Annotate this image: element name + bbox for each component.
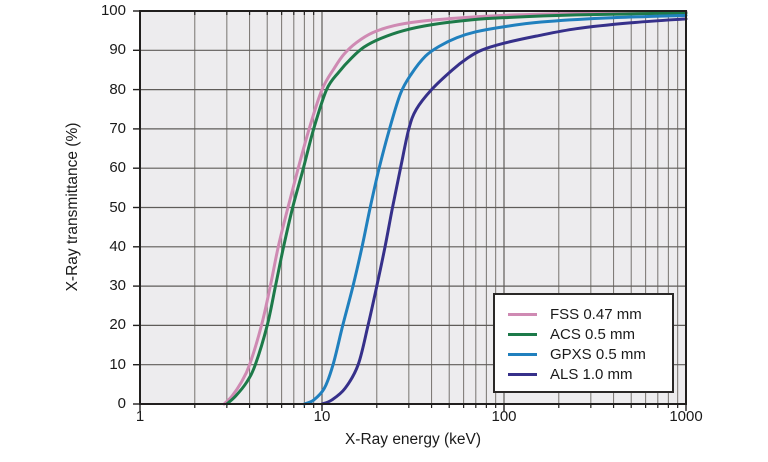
plot-border (139, 10, 687, 405)
series-line-gpxs-0-5-mm (302, 13, 688, 406)
series-line-acs-0-5-mm (225, 11, 688, 406)
y-tick-label: 0 (117, 395, 126, 412)
legend-label: GPXS 0.5 mm (550, 346, 646, 364)
y-tick-label: 40 (109, 237, 126, 255)
legend-item-fss-0-47-mm: FSS 0.47 mm (508, 304, 666, 324)
x-tick-label: 100 (491, 408, 517, 425)
x-axis-title: X-Ray energy (keV) (344, 431, 482, 448)
y-tick-label: 70 (109, 119, 126, 137)
series-group (222, 10, 688, 406)
legend: FSS 0.47 mm ACS 0.5 mm GPXS 0.5 mm ALS 1.0 … (493, 293, 674, 393)
legend-label: ALS 1.0 mm (550, 366, 633, 384)
series-line-als-1-0-mm (320, 17, 688, 406)
x-tick-label: 1 (135, 408, 145, 425)
legend-line-swatch-fss-0-47-mm (508, 312, 537, 316)
legend-item-gpxs-0-5-mm: GPXS 0.5 mm (508, 345, 666, 365)
legend-line-swatch-gpxs-0-5-mm (508, 353, 537, 357)
x-tick-label: 1000 (669, 408, 703, 425)
legend-line-swatch-acs-0-5-mm (508, 332, 537, 336)
y-tick-label: 30 (109, 277, 126, 295)
y-tick-label: 100 (100, 2, 126, 19)
legend-line-swatch-als-1-0-mm (508, 373, 537, 377)
series-line-fss-0-47-mm (222, 10, 688, 406)
y-tick-label: 60 (109, 159, 126, 177)
x-tick-label: 10 (313, 408, 331, 425)
legend-item-acs-0-5-mm: ACS 0.5 mm (508, 324, 666, 344)
legend-label: FSS 0.47 mm (550, 305, 642, 323)
y-tick-label: 80 (109, 80, 126, 98)
y-tick-label: 90 (109, 41, 126, 59)
y-tick-label: 10 (109, 355, 126, 373)
y-tick-label: 50 (109, 198, 126, 216)
legend-item-als-1-0-mm: ALS 1.0 mm (508, 365, 666, 385)
y-tick-label: 20 (109, 316, 126, 334)
legend-label: ACS 0.5 mm (550, 325, 636, 343)
